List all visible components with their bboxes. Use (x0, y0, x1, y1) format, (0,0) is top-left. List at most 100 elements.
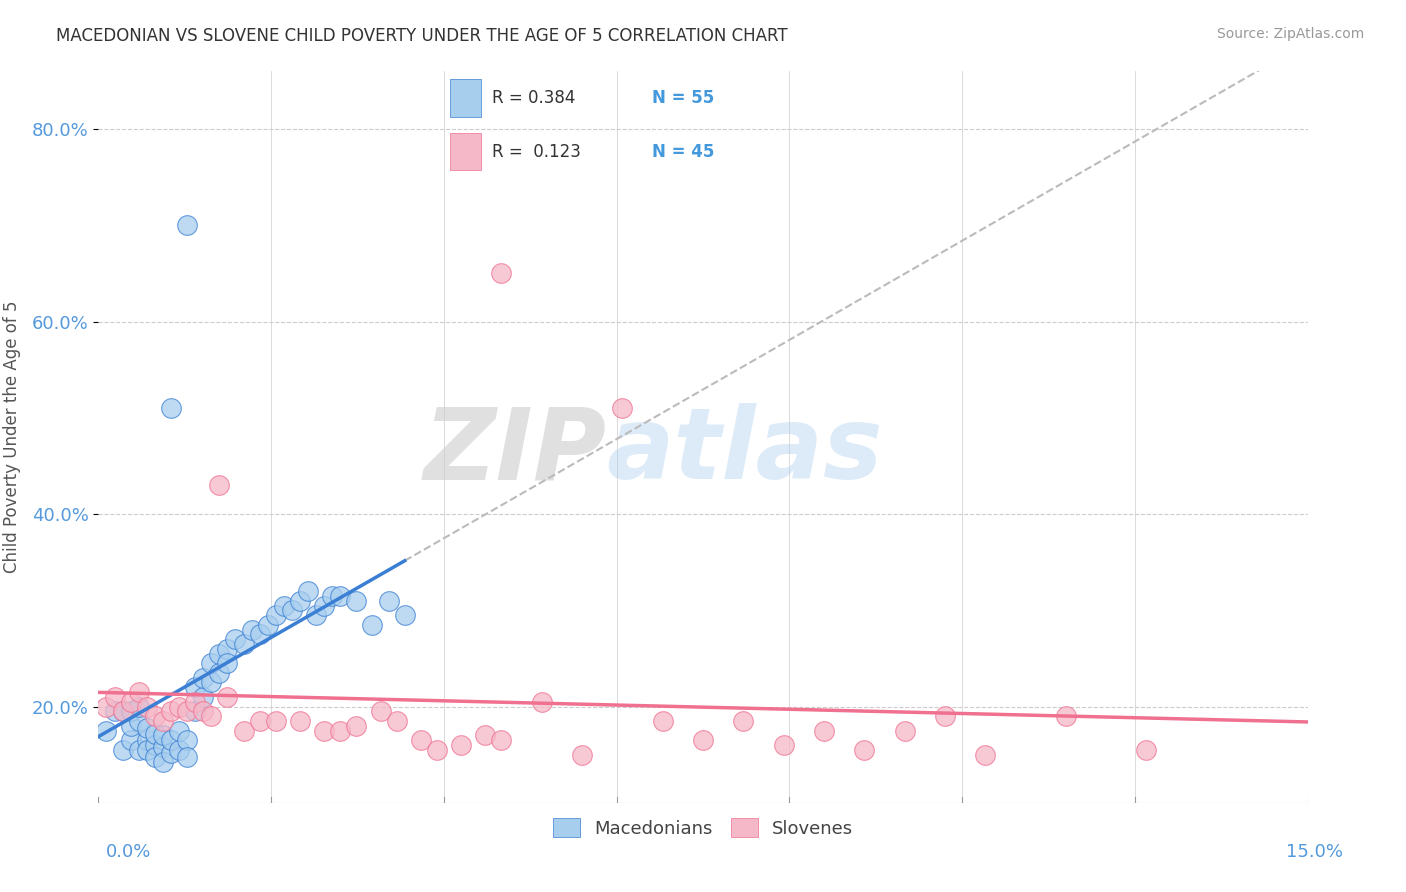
Point (232, 723, 254, 738)
Point (314, 599, 336, 613)
Point (1135, 743, 1157, 757)
Point (217, 641, 239, 656)
Y-axis label: Child Poverty Under the Age of 5: Child Poverty Under the Age of 5 (3, 301, 21, 574)
Point (103, 690, 125, 704)
Point (143, 726, 166, 740)
Point (176, 219, 198, 233)
Point (249, 714, 271, 728)
Point (135, 721, 157, 735)
Point (370, 705, 392, 719)
Text: R = 0.384: R = 0.384 (492, 89, 575, 107)
Point (135, 743, 157, 757)
Point (160, 746, 183, 760)
Point (120, 695, 142, 709)
Point (167, 699, 190, 714)
Point (1054, 709, 1077, 723)
Point (273, 599, 295, 613)
Point (321, 589, 343, 603)
Point (264, 714, 287, 728)
Point (152, 728, 174, 742)
Point (232, 637, 254, 651)
Point (193, 705, 215, 719)
Point (491, 733, 513, 747)
Text: N = 45: N = 45 (652, 143, 714, 161)
Point (111, 705, 134, 719)
Point (176, 733, 198, 747)
Point (152, 739, 174, 754)
Bar (450, 133, 481, 170)
Point (143, 709, 166, 723)
Point (934, 709, 956, 723)
Point (256, 617, 278, 632)
Text: ZIP: ZIP (423, 403, 606, 500)
Point (385, 714, 408, 728)
Point (176, 749, 198, 764)
Text: atlas: atlas (606, 403, 883, 500)
Point (208, 478, 231, 492)
Text: 15.0%: 15.0% (1285, 843, 1343, 861)
Point (314, 723, 336, 738)
Point (491, 267, 513, 281)
Point (305, 608, 328, 623)
Point (120, 733, 142, 747)
Point (128, 685, 150, 699)
Point (692, 733, 714, 747)
Point (208, 647, 231, 661)
Point (143, 749, 166, 764)
Point (217, 657, 239, 671)
Point (152, 714, 174, 728)
Point (974, 747, 997, 762)
Text: Source: ZipAtlas.com: Source: ZipAtlas.com (1216, 27, 1364, 41)
Legend: Macedonians, Slovenes: Macedonians, Slovenes (546, 811, 860, 845)
Point (329, 723, 352, 738)
Point (264, 608, 287, 623)
Point (409, 733, 432, 747)
Point (772, 738, 794, 752)
Point (111, 743, 134, 757)
Point (530, 695, 553, 709)
Point (281, 603, 304, 617)
Text: MACEDONIAN VS SLOVENE CHILD POVERTY UNDER THE AGE OF 5 CORRELATION CHART: MACEDONIAN VS SLOVENE CHILD POVERTY UNDE… (56, 27, 787, 45)
Point (135, 733, 157, 747)
Point (893, 723, 915, 738)
Point (120, 705, 142, 719)
Point (111, 705, 134, 719)
Point (152, 756, 174, 770)
Point (96, 699, 118, 714)
Point (224, 632, 246, 647)
Point (120, 719, 142, 733)
Point (394, 608, 416, 623)
Point (329, 589, 352, 603)
Point (612, 401, 634, 416)
Point (288, 593, 311, 607)
Text: R =  0.123: R = 0.123 (492, 143, 581, 161)
Point (217, 690, 239, 704)
Point (474, 728, 496, 742)
Point (240, 623, 263, 637)
Point (200, 709, 222, 723)
Point (135, 699, 157, 714)
Point (571, 747, 593, 762)
Point (184, 681, 207, 695)
Point (176, 705, 198, 719)
Point (344, 719, 367, 733)
Point (193, 690, 215, 704)
Point (297, 584, 319, 599)
Point (128, 714, 150, 728)
Point (249, 627, 271, 641)
Text: 0.0%: 0.0% (105, 843, 150, 861)
Point (450, 738, 472, 752)
Point (651, 714, 673, 728)
Point (361, 617, 384, 632)
Point (426, 743, 449, 757)
Point (184, 695, 207, 709)
Point (193, 671, 215, 685)
Point (184, 705, 207, 719)
Point (167, 743, 190, 757)
Point (288, 714, 311, 728)
Bar (450, 79, 481, 117)
Point (853, 743, 876, 757)
Point (160, 733, 183, 747)
Point (377, 593, 399, 607)
Point (103, 705, 125, 719)
